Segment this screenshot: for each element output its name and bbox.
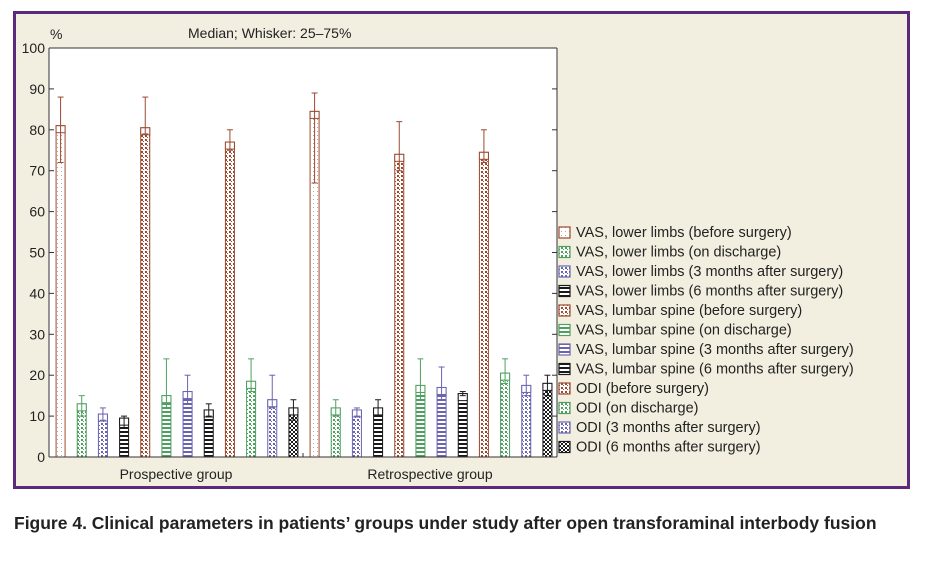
legend-swatch	[558, 226, 571, 239]
legend-label: VAS, lumbar spine (6 months after surger…	[576, 362, 854, 378]
figure-caption: Figure 4. Clinical parameters in patient…	[14, 513, 877, 533]
legend-swatch	[558, 304, 571, 317]
legend-swatch	[558, 362, 571, 376]
legend-swatch	[558, 401, 571, 415]
legend-label: VAS, lumbar spine (before surgery)	[576, 303, 802, 319]
bar	[55, 125, 66, 458]
legend-label: VAS, lower limbs (6 months after surgery…	[576, 284, 843, 300]
legend-swatch	[558, 323, 571, 337]
legend-label: ODI (3 months after surgery)	[576, 420, 761, 436]
bar	[246, 380, 257, 458]
legend-swatch	[558, 265, 571, 278]
bar	[224, 141, 235, 458]
legend-swatch	[558, 440, 571, 454]
y-tick-label: 100	[22, 40, 46, 56]
y-tick-label: 60	[29, 204, 45, 220]
bar	[457, 393, 468, 458]
bar	[500, 372, 511, 458]
y-axis-label: %	[50, 26, 62, 42]
legend-swatch	[558, 421, 571, 434]
bar	[140, 127, 151, 458]
plot-layer	[55, 92, 553, 458]
bar	[394, 153, 405, 458]
legend-swatch	[558, 343, 571, 356]
y-tick-label: 30	[29, 326, 45, 342]
legend-label: ODI (before surgery)	[576, 381, 709, 397]
y-tick-label: 20	[29, 367, 45, 383]
x-category-label: Prospective group	[120, 466, 233, 482]
y-tick-label: 0	[37, 449, 45, 465]
legend-swatch	[558, 382, 571, 395]
y-tick-label: 70	[29, 163, 45, 179]
chart-svg: 0 10 20 30 40 50 60 70 80 90 100 Prospective group…	[22, 25, 854, 482]
legend-label: VAS, lumbar spine (3 months after surger…	[576, 342, 854, 358]
plot-area	[49, 48, 557, 457]
legend-label: VAS, lumbar spine (on discharge)	[576, 323, 792, 339]
y-tick-label: 40	[29, 285, 45, 301]
y-tick-label: 10	[29, 408, 45, 424]
bar	[478, 151, 489, 458]
x-category-label: Retrospective group	[367, 466, 493, 482]
legend-swatch	[558, 284, 571, 298]
legend-label: ODI (on discharge)	[576, 401, 699, 417]
legend-label: VAS, lower limbs (on discharge)	[576, 245, 781, 261]
y-axis: 0 10 20 30 40 50 60 70 80 90 100	[22, 40, 558, 465]
legend-label: VAS, lower limbs (before surgery)	[576, 225, 792, 241]
chart-subtitle: Median; Whisker: 25–75%	[188, 25, 351, 41]
x-axis-labels: Prospective group Retrospective group	[120, 466, 493, 482]
y-tick-label: 80	[29, 122, 45, 138]
legend: VAS, lower limbs (before surgery) VAS, lo…	[558, 225, 854, 456]
legend-swatch	[558, 245, 571, 259]
legend-label: VAS, lower limbs (3 months after surgery…	[576, 264, 843, 280]
y-tick-label: 90	[29, 81, 45, 97]
y-tick-label: 50	[29, 245, 45, 261]
legend-label: ODI (6 months after surgery)	[576, 440, 761, 456]
bar	[521, 384, 532, 458]
